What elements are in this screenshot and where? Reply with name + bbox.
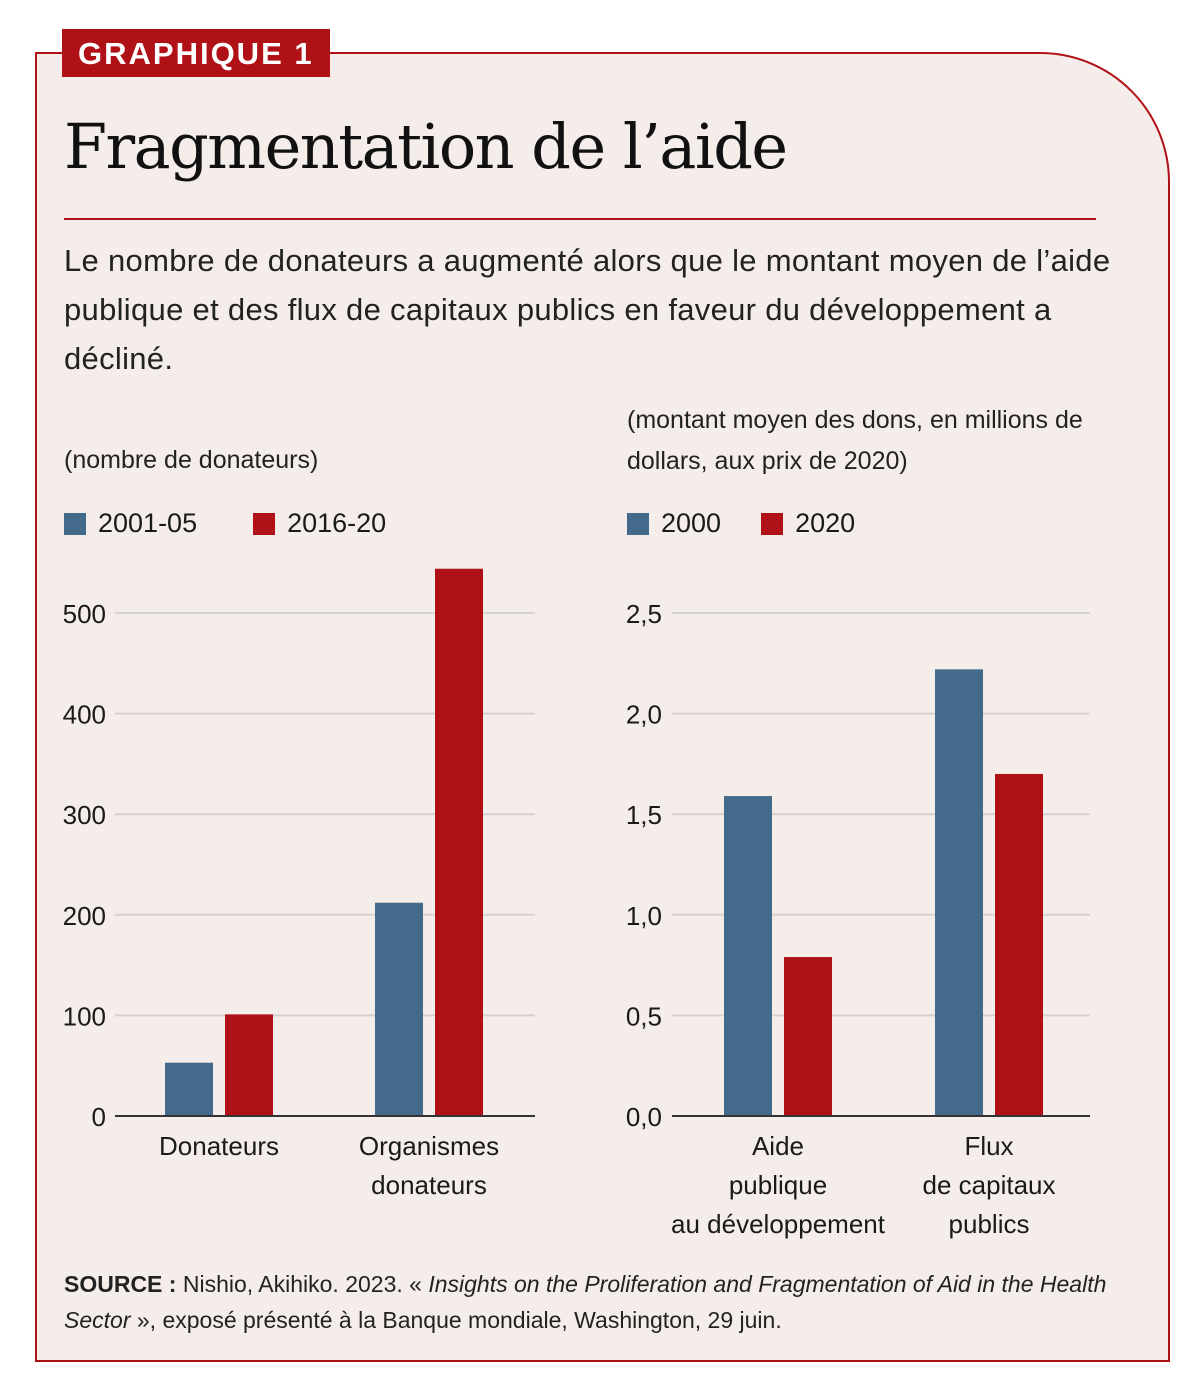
legend-label: 2000 — [661, 508, 722, 538]
subtitle: Le nombre de donateurs a augmenté alors … — [64, 243, 1111, 376]
source-text: », exposé présenté à la Banque mondiale,… — [130, 1307, 782, 1333]
source-label: SOURCE : — [64, 1271, 177, 1297]
right-chart-unit-label: (montant moyen des dons, en millions de … — [627, 406, 1083, 475]
y-tick-label: 100 — [63, 1001, 106, 1031]
x-category-label: publics — [949, 1209, 1030, 1239]
x-category-label: Donateurs — [159, 1131, 279, 1161]
y-tick-label: 0,5 — [626, 1001, 662, 1031]
x-category-label: donateurs — [371, 1170, 487, 1200]
x-category-label: au développement — [671, 1209, 886, 1239]
source-title: Insights on the Proliferation and Fragme… — [64, 1271, 1107, 1333]
legend-swatch-blue — [64, 512, 86, 535]
page-title: Fragmentation de l’aide — [64, 110, 788, 183]
right-chart-legend: 2000 2020 — [627, 508, 855, 539]
legend-swatch-red — [761, 512, 784, 535]
legend-label: 2020 — [795, 508, 856, 538]
y-tick-label: 200 — [63, 901, 106, 931]
bar-2020 — [995, 773, 1043, 1116]
bar-2016-20 — [225, 1014, 273, 1116]
y-tick-label: 400 — [63, 700, 106, 730]
bar-2001-05 — [165, 1062, 213, 1116]
source-note: SOURCE : Nishio, Akihiko. 2023. « Insigh… — [64, 1266, 1124, 1338]
left-chart-unit-label: (nombre de donateurs) — [64, 446, 319, 474]
x-category-label: Flux — [964, 1131, 1013, 1161]
y-tick-label: 500 — [63, 599, 106, 629]
x-category-label: de capitaux — [923, 1170, 1056, 1200]
legend-label: 2001-05 — [98, 508, 198, 538]
legend-item: 2016-20 — [253, 508, 386, 539]
y-tick-label: 0,0 — [626, 1102, 662, 1132]
legend-item: 2020 — [761, 508, 855, 539]
bar-2001-05 — [375, 902, 423, 1116]
y-tick-label: 2,5 — [626, 599, 662, 629]
x-category-label: Organismes — [359, 1131, 499, 1161]
title-divider — [64, 218, 1096, 220]
x-category-label: publique — [729, 1170, 827, 1200]
legend-swatch-blue — [627, 512, 649, 535]
y-tick-label: 1,0 — [626, 901, 662, 931]
bar-2020 — [784, 957, 832, 1116]
bar-2000 — [935, 669, 983, 1116]
bar-2000 — [724, 796, 772, 1116]
y-tick-label: 2,0 — [626, 700, 662, 730]
legend-label: 2016-20 — [287, 508, 387, 538]
left-chart-legend: 2001-05 2016-20 — [64, 508, 386, 539]
source-text: Nishio, Akihiko. 2023. « — [176, 1271, 429, 1297]
y-tick-label: 0 — [92, 1102, 106, 1132]
y-tick-label: 300 — [63, 800, 106, 830]
legend-swatch-red — [253, 512, 276, 535]
figure-tag: GRAPHIQUE 1 — [62, 29, 330, 77]
legend-item: 2001-05 — [64, 508, 197, 539]
bar-2016-20 — [435, 568, 483, 1116]
legend-item: 2000 — [627, 508, 721, 539]
y-tick-label: 1,5 — [626, 800, 662, 830]
x-category-label: Aide — [752, 1131, 804, 1161]
